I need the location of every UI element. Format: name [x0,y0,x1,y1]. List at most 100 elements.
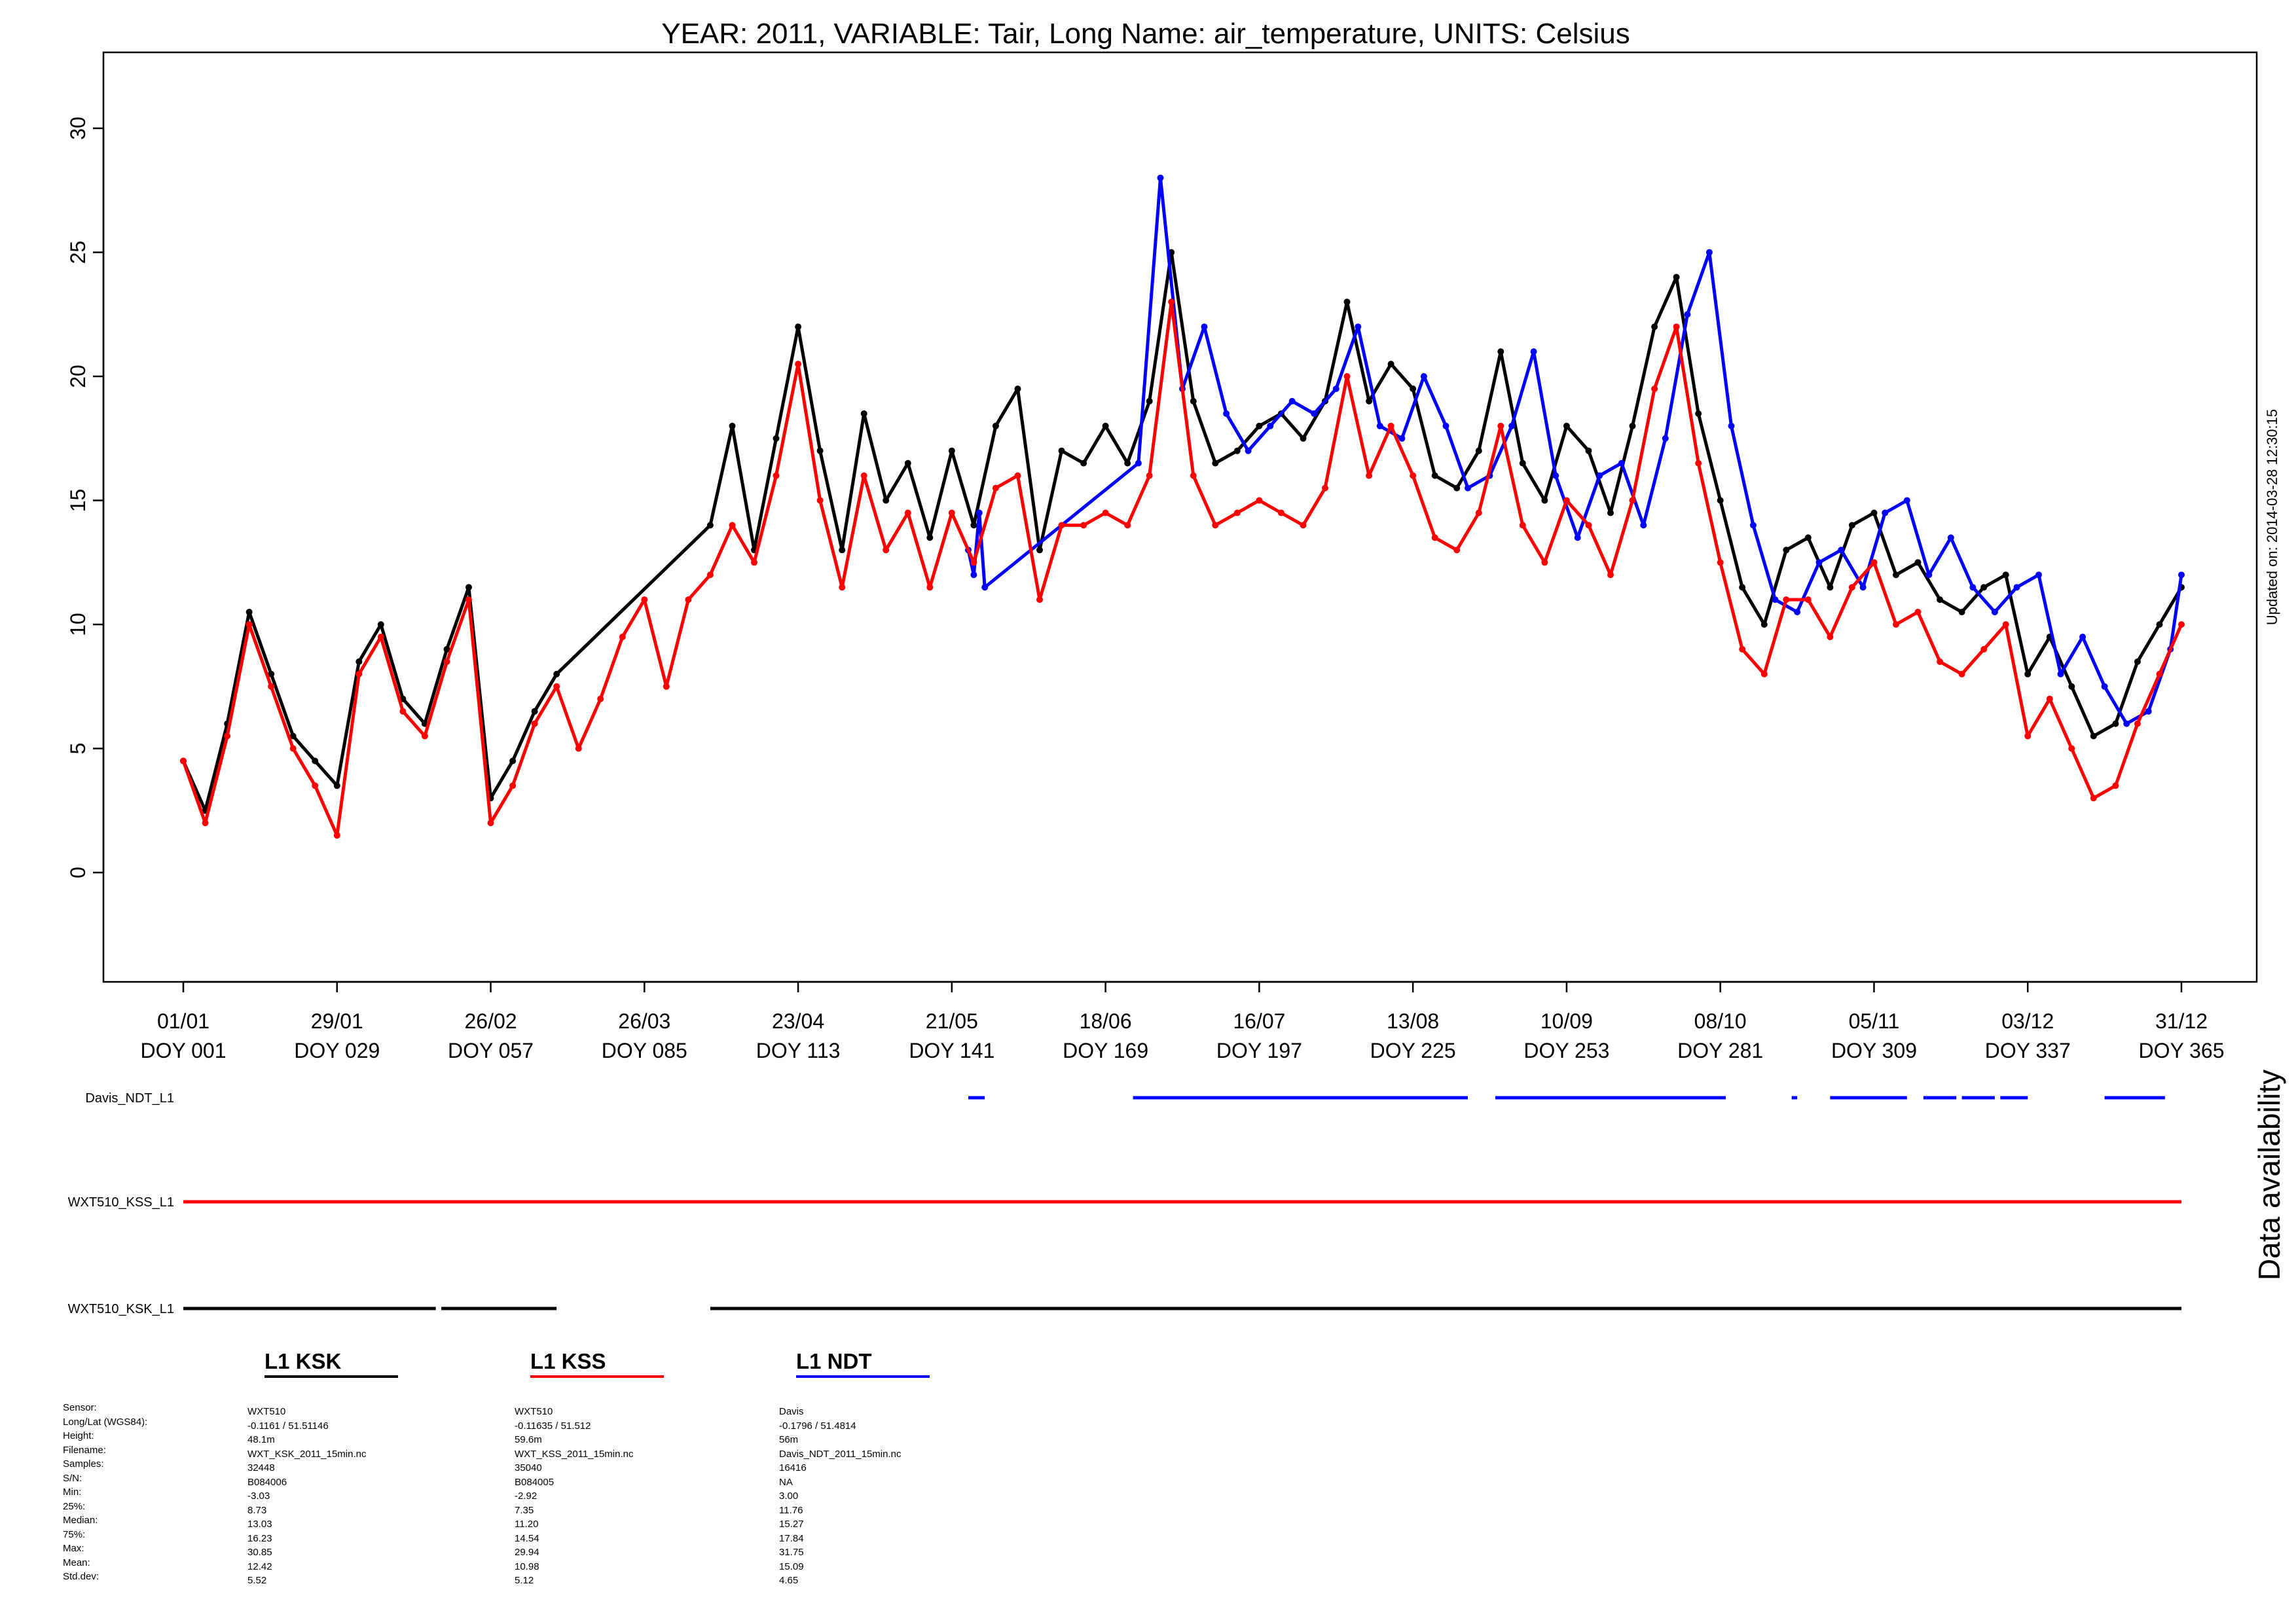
data-point-l1-kss [1651,386,1658,392]
data-point-l1-kss [2156,670,2163,677]
data-point-l1-ksk [1058,447,1065,454]
data-point-l1-ksk [1190,397,1197,405]
data-point-l1-kss [816,497,824,504]
data-point-l1-ksk [1014,386,1021,392]
plot-frame [102,51,2258,983]
data-point-l1-ksk [1036,547,1043,554]
x-tick-date: 18/06 [1080,1009,1132,1033]
stats-value: Min: [63,1487,82,1498]
stats-value: NA [779,1476,793,1488]
series-line-l1-ksk [181,251,2183,812]
data-point-l1-ksk [268,670,275,677]
availability-row-wxt510_kss_l1: WXT510_KSS_L1 [68,1195,2181,1210]
data-point-l1-ksk [1410,386,1417,392]
stats-value: 11.76 [779,1504,803,1516]
data-point-l1-ksk [970,522,977,529]
data-point-l1-kss [421,732,428,740]
availability-row-davis_ndt_l1: Davis_NDT_L1 [85,1091,2165,1106]
data-point-l1-kss [1277,509,1285,516]
data-point-l1-ksk [860,410,867,417]
data-point-l1-ksk [948,447,955,454]
stats-value: 15.27 [779,1519,804,1530]
data-point-l1-kss [1958,670,1965,677]
x-tick-date: 26/02 [464,1009,517,1033]
availability-row-label: WXT510_KSS_L1 [68,1195,174,1210]
data-point-l1-ndt [1705,249,1713,256]
x-tick-date: 16/07 [1233,1009,1285,1033]
x-tick-date: 10/09 [1540,1009,1593,1033]
data-point-l1-kss [1804,596,1812,604]
data-point-l1-kss [2046,695,2053,702]
stats-value: WXT_KSS_2011_15min.nc [515,1448,634,1460]
stats-value: 29.94 [515,1547,539,1558]
data-point-l1-ksk [1804,534,1812,541]
data-point-l1-ksk [2112,720,2119,727]
data-point-l1-ksk [1124,460,1131,467]
x-tick-doy: DOY 197 [1216,1039,1302,1062]
data-point-l1-ksk [531,708,538,715]
data-point-l1-kss [443,658,450,665]
data-point-l1-kss [333,832,340,839]
data-point-l1-kss [1410,472,1417,479]
data-point-l1-kss [1673,323,1680,331]
data-point-l1-kss [1168,298,1175,306]
stats-value: 14.54 [515,1532,539,1544]
stats-value: Sensor: [63,1402,97,1413]
data-point-l1-ndt [1508,422,1516,429]
data-point-l1-ndt [1838,547,1845,554]
data-point-l1-ksk [1475,447,1482,454]
data-point-l1-ksk [1102,422,1109,429]
data-point-l1-kss [1431,534,1438,541]
stats-value: 16416 [779,1462,807,1473]
legend-label: L1 NDT [796,1349,872,1373]
data-point-l1-kss [1760,670,1768,677]
data-point-l1-kss [355,670,363,677]
data-point-l1-kss [641,596,648,604]
availability-row-label: WXT510_KSK_L1 [68,1302,174,1316]
data-point-l1-ksk [1233,447,1241,454]
data-point-l1-ksk [1760,621,1768,628]
data-point-l1-ndt [1201,323,1208,331]
data-point-l1-kss [2112,782,2119,789]
data-point-l1-kss [904,509,911,516]
data-point-l1-ndt [1969,584,1977,591]
data-point-l1-ndt [1903,497,1910,504]
data-point-l1-ndt [981,584,989,591]
x-tick-doy: DOY 029 [294,1039,380,1062]
data-point-l1-kss [1563,497,1570,504]
y-tick-label: 0 [66,867,90,878]
data-point-l1-ksk [1739,584,1746,591]
data-point-l1-ksk [926,534,934,541]
x-tick-date: 08/10 [1694,1009,1747,1033]
x-tick-date: 23/04 [772,1009,824,1033]
stats-value: -0.1161 / 51.51146 [247,1420,329,1432]
stats-value: 35040 [515,1462,542,1473]
data-point-l1-ksk [1848,522,1855,529]
data-point-l1-ksk [1519,460,1526,467]
data-point-l1-ndt [1552,472,1559,479]
data-point-l1-kss [575,745,582,752]
data-point-l1-ksk [729,422,736,429]
stats-value: 3.00 [779,1490,799,1502]
x-tick-date: 13/08 [1387,1009,1439,1033]
series-l1-ndt [965,174,2185,727]
data-point-l1-kss [487,820,494,827]
data-point-l1-kss [1870,559,1878,566]
data-point-l1-ndt [1420,373,1427,380]
data-point-l1-ksk [1870,509,1878,516]
availability-label: Data availability [2252,1070,2286,1280]
data-point-l1-ksk [2024,670,2032,677]
stats-value: 13.03 [247,1519,272,1530]
stats-value: Samples: [63,1458,104,1470]
data-point-l1-kss [1036,596,1043,604]
x-tick-date: 03/12 [2001,1009,2054,1033]
data-point-l1-ksk [2068,683,2075,690]
data-point-l1-ksk [465,584,472,591]
data-point-l1-kss [2068,745,2075,752]
stats-value: 48.1m [247,1434,275,1445]
legend-label: L1 KSS [530,1349,606,1373]
data-point-l1-ksk [2090,732,2097,740]
stats-value: Median: [63,1515,98,1526]
data-point-l1-kss [883,547,890,554]
stats-value: 56m [779,1434,799,1445]
